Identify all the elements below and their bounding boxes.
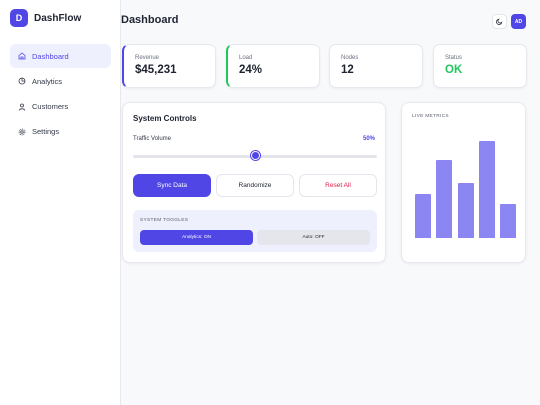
- metric-bar: [500, 204, 517, 238]
- slider-value: 50%: [362, 136, 375, 142]
- sidebar-nav: Dashboard Analytics Customers Settings: [10, 44, 111, 145]
- stat-card-nodes: Nodes 12: [329, 44, 423, 88]
- stat-value: 12: [341, 64, 354, 76]
- sidebar: D DashFlow Dashboard Analytics Customers: [0, 0, 121, 405]
- stat-label: Nodes: [341, 55, 359, 61]
- sidebar-item-customers[interactable]: Customers: [10, 95, 111, 119]
- page-title: Dashboard: [121, 14, 179, 26]
- stat-value: 24%: [239, 64, 263, 76]
- sync-data-button[interactable]: Sync Data: [133, 174, 211, 197]
- pie-chart-icon: [18, 77, 26, 85]
- brand-name: DashFlow: [34, 12, 82, 24]
- sidebar-item-label: Settings: [32, 127, 60, 137]
- system-controls-card: System Controls Traffic Volume 50% Sync …: [122, 102, 386, 263]
- status-badge: OK: [445, 64, 463, 76]
- brand[interactable]: D DashFlow: [10, 9, 81, 27]
- stat-label: Load: [239, 55, 253, 61]
- gear-icon: [18, 128, 26, 136]
- metrics-bar-chart: [402, 103, 527, 264]
- slider-thumb[interactable]: [250, 151, 260, 160]
- home-icon: [18, 52, 26, 60]
- stat-card-revenue: Revenue $45,231: [122, 44, 216, 88]
- sidebar-item-label: Dashboard: [32, 51, 69, 61]
- sidebar-item-analytics[interactable]: Analytics: [10, 69, 111, 93]
- sidebar-item-label: Analytics: [32, 76, 63, 86]
- moon-icon: [496, 18, 503, 25]
- theme-toggle-button[interactable]: [492, 14, 507, 29]
- toggles-title: SYSTEM TOGGLES: [140, 218, 189, 223]
- auto-toggle[interactable]: Auto: OFF: [257, 230, 370, 245]
- slider-label: Traffic Volume: [133, 136, 172, 142]
- stat-value: $45,231: [135, 64, 177, 76]
- stat-label: Status: [445, 55, 463, 61]
- brand-logo: D: [10, 9, 28, 27]
- metrics-title: LIVE METRICS: [412, 114, 449, 119]
- sidebar-item-label: Customers: [32, 102, 69, 112]
- avatar[interactable]: AD: [511, 14, 526, 29]
- stat-card-load: Load 24%: [226, 44, 320, 88]
- live-metrics-card: LIVE METRICS: [401, 102, 526, 263]
- stat-label: Revenue: [135, 55, 160, 61]
- user-icon: [18, 103, 26, 111]
- analytics-toggle[interactable]: Analytics: ON: [140, 230, 253, 245]
- metric-bar: [478, 141, 495, 238]
- system-toggles-panel: SYSTEM TOGGLES Analytics: ON Auto: OFF: [133, 210, 377, 252]
- controls-title: System Controls: [133, 114, 197, 123]
- sidebar-item-settings[interactable]: Settings: [10, 120, 111, 144]
- metric-bar: [457, 182, 474, 238]
- stat-card-status: Status OK: [433, 44, 527, 88]
- metric-bar: [415, 194, 431, 238]
- randomize-button[interactable]: Randomize: [216, 174, 294, 197]
- reset-all-button[interactable]: Reset All: [299, 174, 377, 197]
- sidebar-item-dashboard[interactable]: Dashboard: [10, 44, 111, 68]
- metric-bar: [436, 160, 453, 238]
